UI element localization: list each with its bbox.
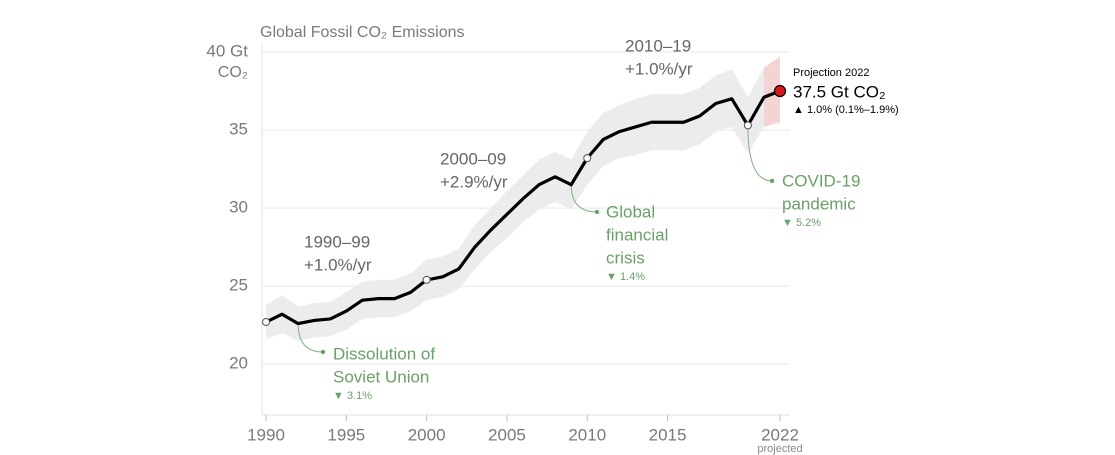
leader-line: [747, 125, 773, 182]
period-label: 2010–19: [625, 36, 691, 55]
event-label: financial: [606, 225, 668, 244]
projection-band: [763, 56, 780, 127]
projection-change: ▲ 1.0% (0.1%–1.9%): [793, 104, 899, 116]
projection-value: 37.5 Gt CO₂: [793, 82, 886, 101]
x-tick-label: 2010: [568, 425, 606, 444]
x-tick-label: 2000: [408, 425, 446, 444]
event-change: ▼ 5.2%: [782, 217, 821, 229]
event-change: ▼ 3.1%: [333, 390, 372, 402]
x-tick-label: 2022: [761, 425, 799, 444]
period-label: 2000–09: [440, 149, 506, 168]
event-label: Global: [606, 202, 655, 221]
y-tick-label: 25: [229, 276, 248, 295]
x-tick-label: 2005: [488, 425, 526, 444]
leader-dot: [769, 178, 775, 184]
projection-title: Projection 2022: [793, 67, 869, 79]
event-label: Dissolution of: [333, 344, 435, 363]
period-label: +1.0%/yr: [625, 59, 693, 78]
period-label: 1990–99: [304, 232, 370, 251]
x-note: projected: [757, 443, 802, 455]
emissions-line: [265, 89, 781, 326]
y-tick-label: 35: [229, 120, 248, 139]
period-label: +2.9%/yr: [440, 172, 508, 191]
event-label: crisis: [606, 248, 645, 267]
decade-point: [743, 121, 752, 130]
leader-line: [297, 323, 324, 353]
y-tick-label: 20: [229, 354, 248, 373]
decade-point: [262, 318, 271, 327]
y-tick-label: 30: [229, 198, 248, 217]
event-label: pandemic: [782, 194, 856, 213]
event-change: ▼ 1.4%: [606, 271, 645, 283]
x-tick-label: 1995: [327, 425, 365, 444]
leader-dot: [320, 349, 326, 355]
leader-line: [570, 184, 598, 213]
event-label: Soviet Union: [333, 367, 429, 386]
uncertainty-band: [266, 67, 764, 341]
x-tick-label: 1990: [247, 425, 285, 444]
chart-title: Global Fossil CO₂ Emissions: [260, 24, 464, 41]
leader-dot: [594, 209, 600, 215]
decade-point: [583, 154, 592, 163]
period-label: +1.0%/yr: [304, 255, 372, 274]
projection-point: [773, 84, 787, 98]
decade-point: [422, 275, 431, 284]
x-tick-label: 2015: [649, 425, 687, 444]
event-label: COVID-19: [782, 171, 860, 190]
y-tick-label: 40 Gt: [206, 41, 248, 60]
y-unit: CO₂: [218, 64, 248, 81]
